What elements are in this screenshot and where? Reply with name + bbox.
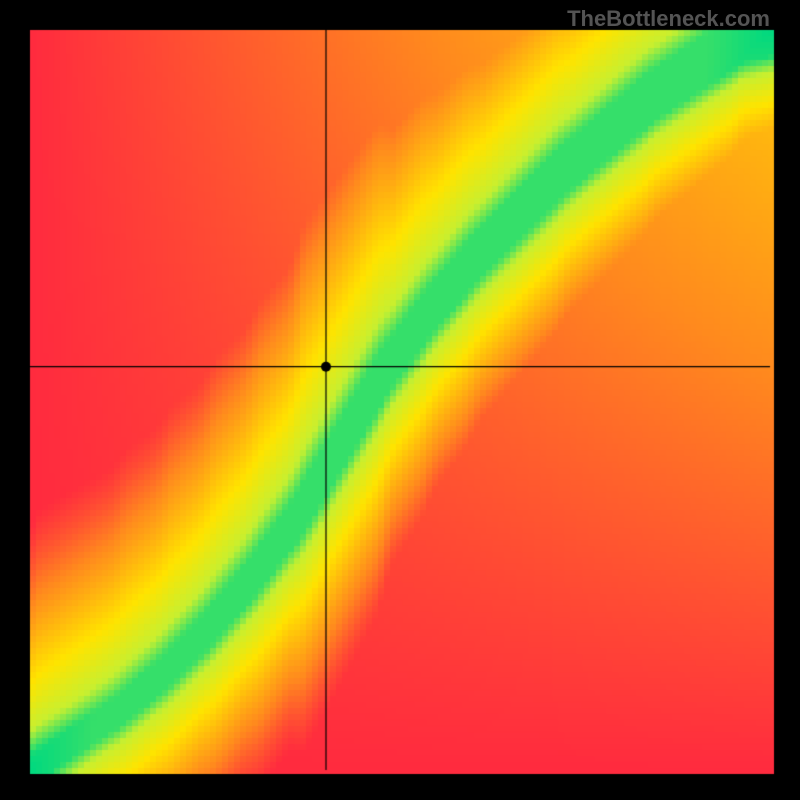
- bottleneck-heatmap: [0, 0, 800, 800]
- chart-container: TheBottleneck.com: [0, 0, 800, 800]
- watermark-label: TheBottleneck.com: [567, 6, 770, 32]
